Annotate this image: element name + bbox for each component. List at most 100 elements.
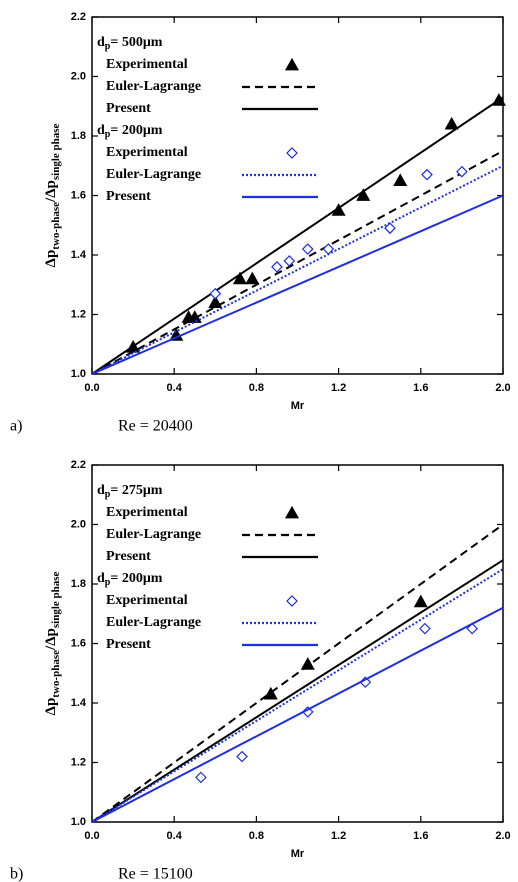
data-point [444, 116, 459, 130]
data-point [393, 173, 408, 187]
y-tick-label: 1.0 [71, 816, 86, 828]
x-tick-label: 1.6 [413, 382, 428, 394]
data-point [421, 168, 433, 181]
data-point [232, 271, 247, 285]
legend-heading-part: p [105, 489, 111, 500]
legend-heading-part: = 275μm [110, 483, 162, 498]
data-point [413, 594, 428, 608]
y-axis-label: Δptwo-phase/Δpsingle phase [43, 571, 61, 715]
legend-heading-part: d [97, 483, 105, 498]
legend-heading-part: d [97, 35, 105, 50]
data-point [419, 622, 431, 635]
line-series [91, 568, 504, 823]
y-tick-label: 1.6 [71, 189, 86, 201]
legend-label: Euler-Lagrange [106, 79, 201, 94]
y-tick-label: 1.2 [71, 756, 86, 768]
legend-label: Present [106, 189, 151, 204]
legend-heading-part: p [105, 41, 111, 52]
x-tick-label: 2.0 [495, 830, 510, 842]
data-point [300, 657, 315, 670]
legend-label: Present [106, 637, 151, 652]
x-tick-label: 1.2 [331, 382, 346, 394]
data-point [301, 243, 314, 255]
x-tick-label: 0.0 [84, 830, 99, 842]
y-tick-label: 2.2 [71, 11, 86, 23]
data-point [169, 328, 184, 341]
legend-label: Experimental [106, 57, 188, 72]
y-axis-label-part: Δp [43, 250, 59, 268]
x-tick-label: 2.0 [495, 382, 510, 394]
y-axis-label-part: / [43, 197, 59, 203]
y-axis-label-part: single phase [50, 123, 62, 180]
data-point [456, 165, 468, 178]
legend-symbol [286, 595, 298, 607]
legend-heading: dp= 200μm [97, 571, 163, 588]
y-tick-label: 1.8 [71, 130, 86, 142]
line-series [91, 606, 504, 823]
legend-label: Present [106, 101, 151, 116]
y-axis-label-part: Δp [43, 180, 59, 198]
legend-label: Experimental [106, 505, 188, 520]
y-axis-label-part: two-phase [50, 650, 62, 698]
y-axis-label: Δptwo-phase/Δpsingle phase [43, 123, 61, 267]
legend-label: Euler-Lagrange [106, 167, 201, 182]
legend-heading-part: = 200μm [110, 123, 162, 138]
caption: Re = 20400 [118, 418, 193, 435]
data-point [236, 750, 248, 763]
x-tick-label: 0.8 [249, 382, 264, 394]
x-tick-label: 1.2 [331, 830, 346, 842]
y-tick-label: 2.0 [71, 70, 86, 82]
caption-label: b) [10, 866, 23, 882]
legend-heading-part: p [105, 577, 111, 588]
data-point [245, 271, 260, 285]
legend-heading-part: p [105, 129, 111, 140]
legend-heading: dp= 200μm [97, 123, 163, 140]
legend-heading-part: d [97, 123, 105, 138]
y-tick-label: 1.6 [71, 637, 86, 649]
y-tick-label: 2.0 [71, 518, 86, 530]
line-series [91, 164, 504, 375]
legend-heading-part: = 500μm [110, 35, 162, 50]
y-axis-label-part: / [43, 645, 59, 651]
caption-label: a) [10, 418, 22, 435]
legend-heading-part: = 200μm [110, 571, 162, 586]
legend-label: Experimental [106, 593, 188, 608]
data-point [384, 222, 396, 235]
y-tick-label: 1.0 [71, 368, 86, 380]
y-axis-label-part: Δp [43, 698, 59, 716]
data-point [356, 188, 371, 201]
y-tick-label: 1.4 [71, 249, 87, 261]
x-tick-label: 0.8 [249, 830, 264, 842]
legend-label: Experimental [106, 145, 188, 160]
data-point [195, 771, 207, 784]
y-tick-label: 1.2 [71, 308, 86, 320]
line-series [91, 559, 504, 823]
data-point [263, 686, 278, 700]
legend-label: Euler-Lagrange [106, 527, 201, 542]
x-axis-label: Mr [291, 848, 305, 860]
legend-symbol [284, 505, 300, 519]
caption: Re = 15100 [118, 866, 193, 882]
data-point [283, 255, 296, 267]
x-axis-label: Mr [291, 400, 305, 412]
y-axis-label-part: two-phase [50, 202, 62, 250]
legend-symbol [284, 57, 300, 71]
y-tick-label: 1.8 [71, 578, 86, 590]
x-tick-label: 0.0 [84, 382, 99, 394]
y-tick-label: 2.2 [71, 459, 86, 471]
data-point [271, 261, 283, 273]
y-axis-label-part: single phase [50, 571, 62, 628]
legend-symbol [286, 147, 298, 159]
line-series [91, 523, 504, 823]
x-tick-label: 0.4 [167, 382, 183, 394]
legend-label: Present [106, 549, 151, 564]
legend-heading: dp= 275μm [97, 483, 163, 500]
y-axis-label-part: Δp [43, 628, 59, 646]
line-series [91, 149, 504, 375]
line-series [91, 96, 504, 375]
line-series [91, 194, 504, 375]
x-tick-label: 0.4 [167, 830, 183, 842]
x-tick-label: 1.6 [413, 830, 428, 842]
legend-label: Euler-Lagrange [106, 615, 201, 630]
